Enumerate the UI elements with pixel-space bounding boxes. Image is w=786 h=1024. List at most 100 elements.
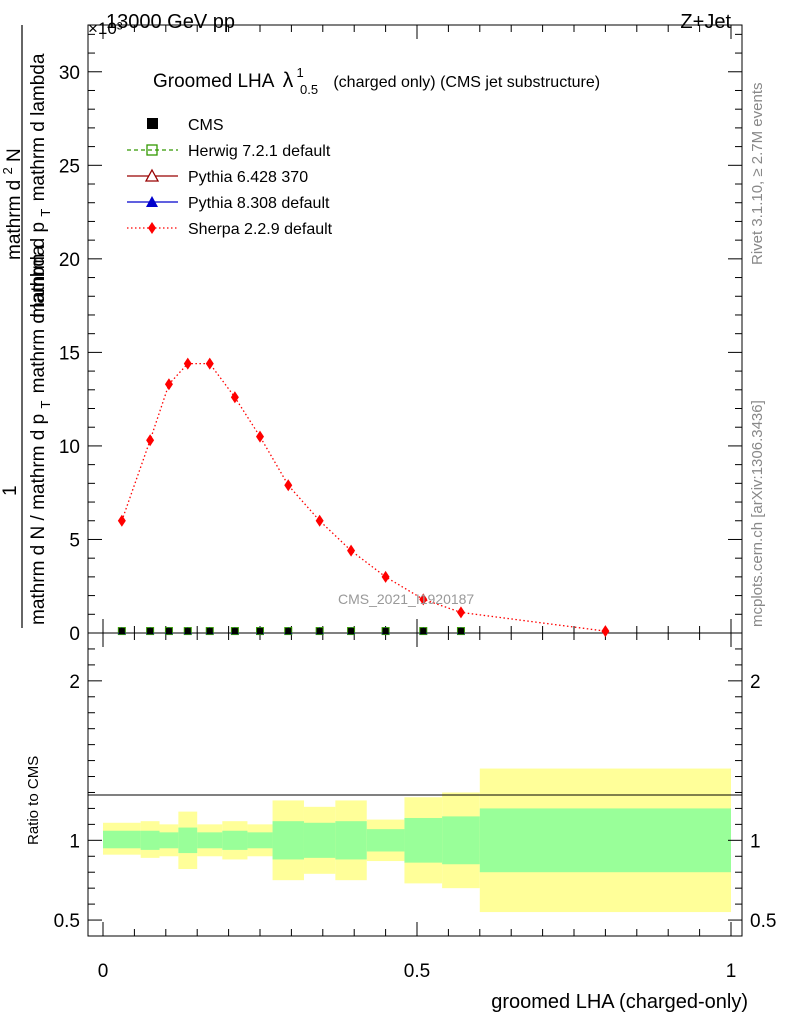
ratio-band-inner-1: [140, 830, 160, 850]
ratio-bands: [103, 768, 731, 913]
ylabel-numerator-main: mathrm d: [4, 180, 25, 260]
ratio-ylabel: Ratio to CMS: [25, 756, 42, 845]
sherpa-point-11: [419, 593, 428, 606]
ylabel-denominator-sub: T: [38, 401, 53, 409]
legend-marker-cms: [147, 118, 158, 129]
ratio-band-inner-10: [366, 829, 405, 852]
ratio-band-inner-9: [335, 821, 367, 860]
ratio-band-inner-6: [247, 832, 273, 849]
legend-marker-pythia8: [146, 196, 158, 207]
ylabel-one: 1: [0, 485, 21, 496]
plot-title-main: Groomed LHA: [153, 71, 275, 92]
legend-marker-pythia6: [144, 168, 160, 182]
ylabel-numerator: mathrm d 2 N: [0, 148, 25, 260]
ratio-ytick-label-right-2: 2: [750, 672, 761, 693]
cms-point-3: [184, 628, 191, 635]
header-exponent: ×10³: [88, 19, 123, 38]
main-frame: [87, 24, 743, 634]
ratio-band-inner-11: [404, 817, 443, 863]
main-ytick-label-15: 15: [59, 343, 80, 364]
series-layer: [117, 357, 610, 638]
ratio-xtick-label-0: 0: [98, 961, 109, 982]
cms-point-10: [382, 628, 389, 635]
ylabel-denominator: mathrm d N / mathrm d p T mathrm d lambd…: [28, 245, 55, 625]
xlabel: groomed LHA (charged-only): [491, 991, 748, 1013]
legend-label-pythia6: Pythia 6.428 370: [188, 169, 308, 186]
sherpa-point-1: [146, 434, 155, 447]
cms-point-0: [118, 628, 125, 635]
ratio-ytick-label-left-1: 1: [69, 831, 80, 852]
cms-point-8: [316, 628, 323, 635]
ratio-ytick-label-left-2: 2: [69, 672, 80, 693]
legend-marker-herwig: [146, 144, 158, 156]
ratio-band-inner-5: [222, 830, 248, 850]
cms-point-12: [457, 628, 464, 635]
cms-point-11: [420, 628, 427, 635]
main-ytick-label-0: 0: [69, 624, 80, 645]
plot-title-lambda: λ: [283, 69, 294, 92]
ratio-band-inner-4: [197, 832, 223, 849]
ratio-ytick-label-right-0.5: 0.5: [750, 911, 776, 932]
sherpa-point-5: [230, 391, 239, 404]
main-ytick-label-5: 5: [69, 530, 80, 551]
sherpa-point-2: [164, 378, 173, 391]
ylabel-numerator2-main: mathrm d p: [28, 222, 49, 318]
ratio-band-inner-12: [442, 816, 480, 865]
ratio-band-inner-7: [272, 821, 304, 860]
cms-point-9: [348, 628, 355, 635]
ratio-ytick-label-left-0.5: 0.5: [54, 911, 80, 932]
main-ytick-label-10: 10: [59, 437, 80, 458]
ratio-band-inner-2: [159, 832, 179, 849]
sherpa-point-8: [315, 514, 324, 527]
sherpa-line: [121, 362, 606, 632]
header-right: Z+Jet: [680, 11, 731, 33]
sherpa-point-13: [601, 625, 610, 638]
rivet-label: Rivet 3.1.10, ≥ 2.7M events: [749, 83, 766, 266]
legend-label-pythia8: Pythia 8.308 default: [188, 195, 330, 212]
main-ytick-label-25: 25: [59, 156, 80, 177]
sherpa-point-7: [284, 479, 293, 492]
legend-marker-sherpa: [148, 222, 156, 234]
sherpa-point-9: [347, 544, 356, 557]
main-ytick-label-30: 30: [59, 63, 80, 84]
cms-point-1: [147, 628, 154, 635]
main-ytick-label-20: 20: [59, 250, 80, 271]
ratio-xtick-label-1: 1: [726, 961, 737, 982]
sherpa-point-0: [117, 514, 126, 527]
legend: CMS Herwig 7.2.1 default Pythia 6.428 37…: [127, 117, 333, 238]
ylabel-numerator2-rest: mathrm d lambda: [28, 53, 49, 201]
cms-point-6: [257, 628, 263, 635]
ylabel-numerator2-sub: T: [38, 209, 53, 217]
ratio-ticks: 0.5 0.5 1 1 2 2 0 0.5 1: [54, 633, 776, 982]
ratio-band-inner-13: [479, 808, 731, 873]
header-left: 13000 GeV pp: [106, 11, 235, 33]
legend-label-sherpa: Sherpa 2.2.9 default: [188, 221, 333, 238]
plot-title-sup: 1: [296, 65, 303, 80]
legend-label-herwig: Herwig 7.2.1 default: [188, 143, 331, 160]
watermark: CMS_2021_I1920187: [338, 591, 474, 607]
ylabel-numerator-rest: N: [4, 148, 25, 162]
ratio-band-inner-3: [178, 827, 198, 854]
sherpa-point-12: [456, 606, 465, 619]
plot-title-rest: (charged only) (CMS jet substructure): [333, 74, 600, 91]
ratio-band-inner-0: [103, 830, 141, 849]
sherpa-point-6: [256, 430, 264, 443]
plot-title: Groomed LHA λ 1 0.5 (charged only) (CMS …: [153, 61, 600, 99]
ratio-band-inner-8: [303, 822, 336, 858]
legend-label-cms: CMS: [188, 117, 224, 134]
ylabel-numerator-sup: 2: [0, 167, 15, 174]
plot-title-sub: 0.5: [300, 82, 318, 97]
ylabel-numerator-2: mathrm d p T mathrm d lambda: [28, 53, 55, 318]
ylabel-denominator-main: mathrm d N / mathrm d p: [28, 414, 49, 625]
cms-point-2: [165, 628, 172, 635]
ratio-frame: [87, 632, 743, 937]
ratio-ytick-label-right-1: 1: [750, 831, 761, 852]
cms-point-5: [231, 628, 238, 635]
cms-point-7: [285, 628, 292, 635]
ylabel-denominator-rest: mathrm d lambda: [28, 245, 49, 393]
sherpa-point-3: [183, 357, 192, 370]
sherpa-point-4: [205, 357, 214, 370]
main-y-ticks: 0 5 10 15 20 25 30: [59, 33, 742, 645]
mcplots-label: mcplots.cern.ch [arXiv:1306.3436]: [749, 400, 766, 627]
